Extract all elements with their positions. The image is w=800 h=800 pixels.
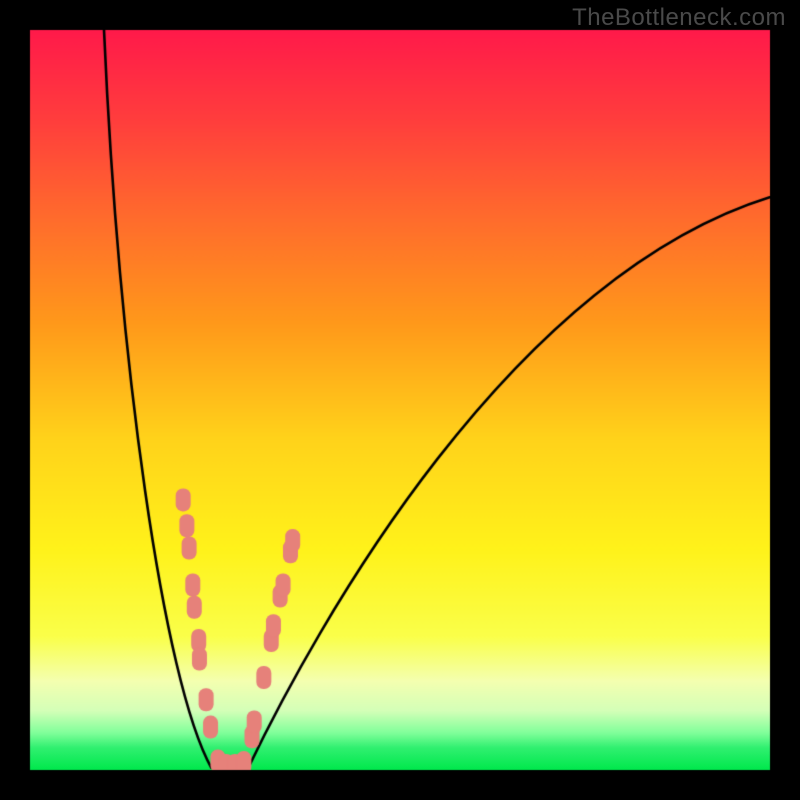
chart-root: TheBottleneck.com <box>0 0 800 800</box>
chart-canvas <box>0 0 800 800</box>
watermark-text: TheBottleneck.com <box>572 4 786 32</box>
